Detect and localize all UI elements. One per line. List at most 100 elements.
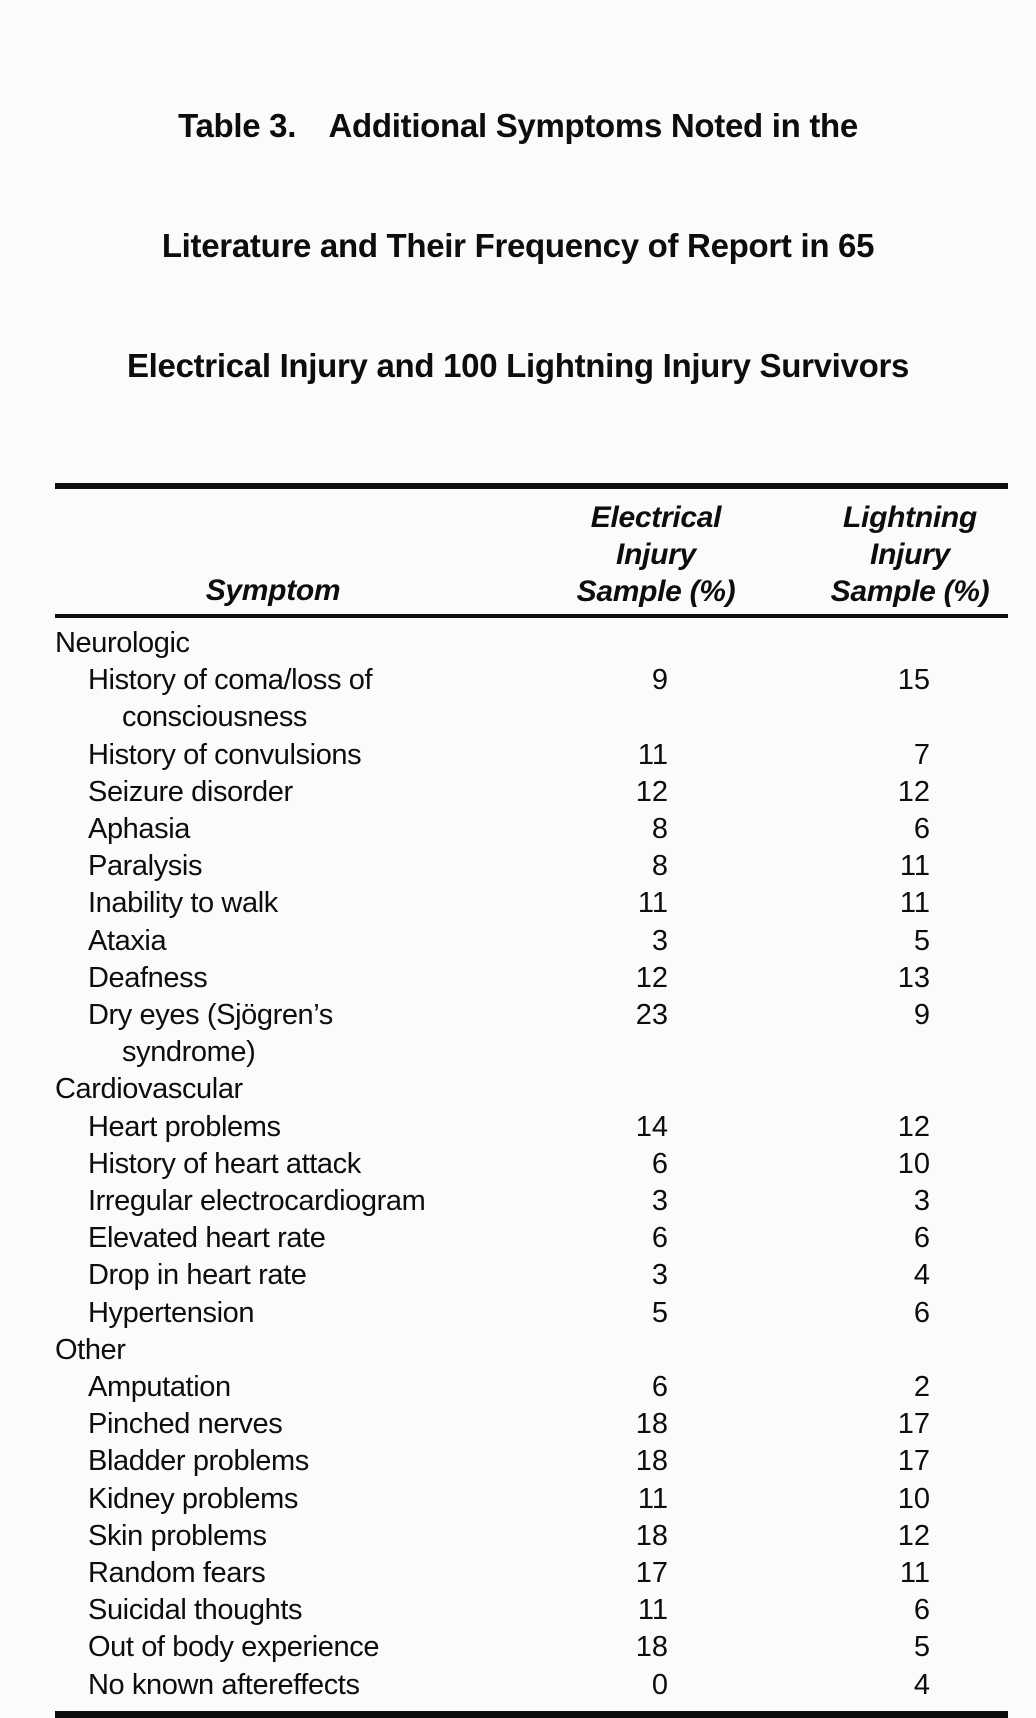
lightning-value: 10 bbox=[897, 1482, 930, 1515]
table-title: Table 3. Additional Symptoms Noted in th… bbox=[0, 0, 1036, 466]
symptom-label: Deafness bbox=[88, 961, 208, 994]
electrical-value: 11 bbox=[637, 1482, 668, 1515]
electrical-value: 3 bbox=[651, 924, 668, 957]
symptom-cell: History of coma/loss of consciousness bbox=[55, 662, 568, 736]
table-row: Elevated heart rate 6 6 bbox=[55, 1220, 1008, 1257]
symptom-label: Paralysis bbox=[88, 850, 203, 883]
table-row: Drop in heart rate 3 4 bbox=[55, 1257, 1008, 1294]
lightning-value: 7 bbox=[913, 738, 930, 771]
symptom-label: History of convulsions bbox=[88, 738, 362, 771]
electrical-value: 18 bbox=[635, 1445, 668, 1478]
electrical-value: 0 bbox=[651, 1668, 668, 1701]
symptom-label: Heart problems bbox=[88, 1110, 281, 1143]
electrical-value: 11 bbox=[637, 1594, 668, 1627]
symptom-cell: Other bbox=[55, 1332, 930, 1369]
electrical-value: 14 bbox=[635, 1110, 668, 1143]
electrical-value: 3 bbox=[651, 1185, 668, 1218]
symptom-label: Elevated heart rate bbox=[88, 1222, 326, 1255]
electrical-value: 23 bbox=[635, 999, 668, 1032]
symptom-cell: Paralysis bbox=[55, 848, 568, 885]
electrical-value: 12 bbox=[635, 961, 668, 994]
section-label: Neurologic bbox=[55, 627, 190, 659]
symptom-cell: Elevated heart rate bbox=[55, 1220, 568, 1257]
symptom-cell: Skin problems bbox=[55, 1518, 568, 1555]
lightning-value: 17 bbox=[897, 1408, 930, 1441]
lightning-value: 11 bbox=[899, 887, 930, 920]
electrical-value: 9 bbox=[651, 664, 668, 697]
table-row: History of convulsions 11 7 bbox=[55, 737, 1008, 774]
lightning-value: 5 bbox=[913, 1631, 930, 1664]
symptom-label: Irregular electrocardiogram bbox=[88, 1185, 426, 1218]
lightning-value: 5 bbox=[913, 924, 930, 957]
electrical-value: 3 bbox=[651, 1259, 668, 1292]
lightning-value: 6 bbox=[913, 1222, 930, 1255]
symptom-label: Out of body experience bbox=[88, 1631, 380, 1664]
table-body: Neurologic History of coma/loss of conscio… bbox=[55, 618, 1008, 1711]
symptom-cell: Suicidal thoughts bbox=[55, 1592, 568, 1629]
section-label: Cardiovascular bbox=[55, 1073, 243, 1106]
symptom-label-continuation: syndrome) bbox=[122, 1036, 256, 1069]
table-title-line-2: Literature and Their Frequency of Report… bbox=[161, 227, 875, 264]
table-row: Bladder problems 18 17 bbox=[55, 1443, 1008, 1480]
section-row: Cardiovascular bbox=[55, 1071, 1008, 1108]
symptom-cell: Kidney problems bbox=[55, 1481, 568, 1518]
table-row: Kidney problems 11 10 bbox=[55, 1481, 1008, 1518]
lightning-value: 6 bbox=[913, 1296, 930, 1329]
symptom-label: Pinched nerves bbox=[88, 1408, 283, 1441]
table-row: Amputation 6 2 bbox=[55, 1369, 1008, 1406]
table-row: Paralysis 8 11 bbox=[55, 848, 1008, 885]
lightning-value: 11 bbox=[899, 850, 930, 883]
symptom-label-continuation: consciousness bbox=[122, 701, 308, 734]
lightning-value: 11 bbox=[899, 1557, 930, 1590]
table-bottom-rule bbox=[55, 1710, 1008, 1718]
table-row: Skin problems 18 12 bbox=[55, 1518, 1008, 1555]
symptom-label: Suicidal thoughts bbox=[88, 1594, 303, 1627]
lightning-value: 13 bbox=[897, 961, 930, 994]
symptom-label: Seizure disorder bbox=[88, 775, 293, 808]
electrical-value: 6 bbox=[651, 1371, 668, 1404]
table-row: History of heart attack 6 10 bbox=[55, 1146, 1008, 1183]
table-row: Heart problems 14 12 bbox=[55, 1109, 1008, 1146]
lightning-value: 4 bbox=[913, 1259, 930, 1292]
symptom-cell: Irregular electrocardiogram bbox=[55, 1183, 568, 1220]
section-label: Other bbox=[55, 1333, 126, 1366]
symptom-cell: Ataxia bbox=[55, 923, 568, 960]
electrical-value: 5 bbox=[651, 1296, 668, 1329]
symptom-label: History of heart attack bbox=[88, 1147, 361, 1180]
lightning-value: 6 bbox=[913, 813, 930, 846]
table-header-row: Symptom Electrical Injury Sample (%) Lig… bbox=[55, 489, 1008, 614]
electrical-value: 11 bbox=[637, 887, 668, 920]
table-row: Aphasia 8 6 bbox=[55, 811, 1008, 848]
symptom-label: Ataxia bbox=[88, 924, 167, 957]
symptom-cell: Drop in heart rate bbox=[55, 1257, 568, 1294]
lightning-value: 12 bbox=[897, 775, 930, 808]
symptom-label: Hypertension bbox=[88, 1296, 255, 1329]
electrical-value: 17 bbox=[635, 1557, 668, 1590]
symptom-cell: Seizure disorder bbox=[55, 774, 568, 811]
symptom-label: Aphasia bbox=[88, 813, 190, 846]
symptom-label: Bladder problems bbox=[88, 1445, 309, 1478]
symptoms-table: Symptom Electrical Injury Sample (%) Lig… bbox=[55, 489, 1008, 1718]
lightning-value: 3 bbox=[913, 1185, 930, 1218]
lightning-value: 6 bbox=[913, 1594, 930, 1627]
symptom-cell: History of heart attack bbox=[55, 1146, 568, 1183]
table-row: Dry eyes (Sjögren’s syndrome) 23 9 bbox=[55, 997, 1008, 1071]
table-row: Inability to walk 11 11 bbox=[55, 885, 1008, 922]
symptom-cell: Pinched nerves bbox=[55, 1406, 568, 1443]
electrical-value: 8 bbox=[651, 813, 668, 846]
lightning-value: 2 bbox=[913, 1371, 930, 1404]
symptom-cell: Aphasia bbox=[55, 811, 568, 848]
lightning-value: 12 bbox=[897, 1110, 930, 1143]
table-row: Out of body experience 18 5 bbox=[55, 1629, 1008, 1666]
table-title-line-3: Electrical Injury and 100 Lightning Inju… bbox=[126, 347, 910, 384]
symptom-cell: Neurologic bbox=[55, 625, 930, 662]
symptom-cell: Bladder problems bbox=[55, 1443, 568, 1480]
table-title-line-1: Table 3. Additional Symptoms Noted in th… bbox=[178, 107, 858, 144]
table-row: History of coma/loss of consciousness 9 15 bbox=[55, 662, 1008, 736]
symptom-cell: History of convulsions bbox=[55, 737, 568, 774]
symptom-cell: Inability to walk bbox=[55, 885, 568, 922]
electrical-value: 12 bbox=[635, 775, 668, 808]
electrical-value: 6 bbox=[651, 1222, 668, 1255]
symptom-cell: Amputation bbox=[55, 1369, 568, 1406]
